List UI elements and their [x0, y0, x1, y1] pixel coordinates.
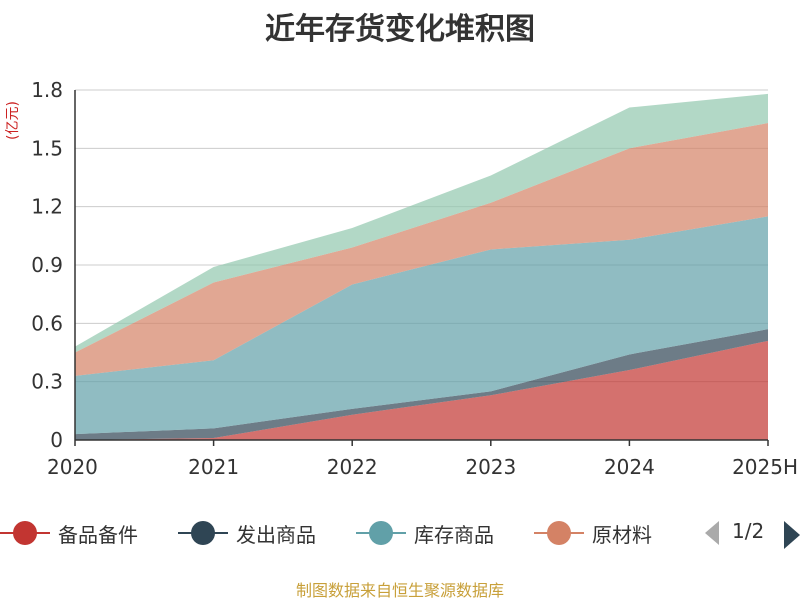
- y-tick-label: 0.9: [31, 253, 63, 277]
- y-tick-label: 0: [50, 428, 63, 452]
- legend: 备品备件 发出商品 库存商品 原材料 1/2: [0, 515, 800, 555]
- y-tick-label: 1.5: [31, 136, 63, 160]
- legend-item-finished-goods[interactable]: 库存商品: [356, 515, 494, 551]
- legend-item-raw-materials[interactable]: 原材料: [534, 515, 652, 551]
- legend-label: 原材料: [592, 522, 652, 547]
- triangle-left-icon[interactable]: [705, 521, 719, 545]
- legend-symbol: [534, 515, 584, 551]
- area-series-3[interactable]: [75, 123, 768, 376]
- x-tick-label: 2025H: [732, 455, 798, 479]
- y-tick-label: 1.8: [31, 78, 63, 102]
- legend-item-goods-shipped[interactable]: 发出商品: [178, 515, 316, 551]
- legend-label: 备品备件: [58, 522, 138, 547]
- triangle-right-icon[interactable]: [784, 521, 800, 549]
- chart-title: 近年存货变化堆积图: [265, 12, 535, 47]
- x-tick-labels: 2020 2021 2022 2023 2024 2025H: [47, 455, 798, 479]
- y-tick-label: 0.3: [31, 370, 63, 394]
- area-series-2[interactable]: [75, 216, 768, 435]
- legend-symbol: [0, 515, 50, 551]
- legend-page-label: 1/2: [732, 519, 765, 543]
- legend-item-spare-parts[interactable]: 备品备件: [0, 515, 138, 551]
- legend-pager: 1/2: [700, 515, 800, 551]
- area-series-0[interactable]: [75, 340, 768, 440]
- axes: [74, 90, 769, 446]
- legend-symbol: [356, 515, 406, 551]
- legend-symbol: [178, 515, 228, 551]
- x-tick-label: 2024: [604, 455, 655, 479]
- legend-label: 发出商品: [236, 522, 316, 547]
- source-note: 制图数据来自恒生聚源数据库: [295, 581, 504, 600]
- legend-label: 库存商品: [414, 522, 494, 547]
- y-tick-label: 1.2: [31, 195, 63, 219]
- area-series-group: [75, 93, 768, 440]
- x-tick-label: 2021: [188, 455, 239, 479]
- y-tick-label: 0.6: [31, 311, 63, 335]
- x-tick-label: 2020: [47, 455, 98, 479]
- x-tick-label: 2022: [327, 455, 378, 479]
- y-tick-labels: 0 0.3 0.6 0.9 1.2 1.5 1.8: [31, 78, 63, 452]
- x-tick-label: 2023: [465, 455, 516, 479]
- area-series-4[interactable]: [75, 93, 768, 353]
